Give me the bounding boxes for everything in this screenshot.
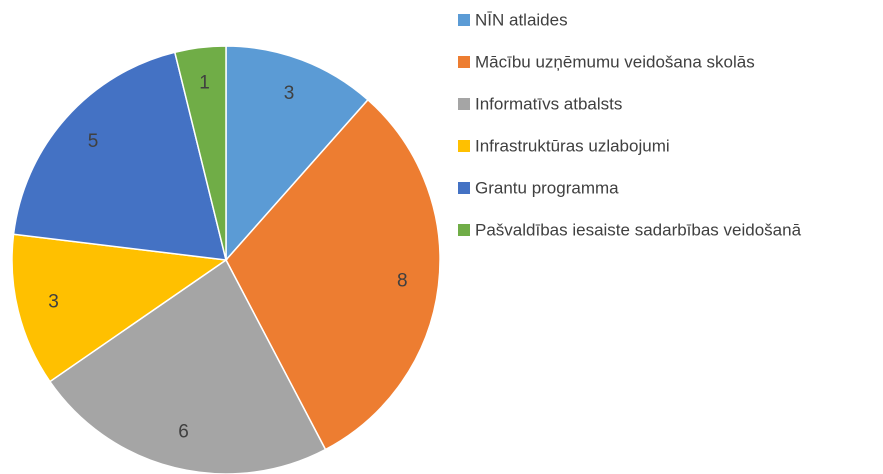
legend-swatch: [458, 140, 470, 152]
legend-label: Infrastruktūras uzlabojumi: [475, 136, 670, 155]
data-label: 5: [88, 131, 99, 152]
data-label: 3: [284, 83, 295, 104]
pie-slice: [48, 258, 327, 474]
data-label: 3: [48, 292, 59, 313]
legend-swatch: [458, 98, 470, 110]
legend-swatch: [458, 56, 470, 68]
legend-label: Pašvaldības iesaiste sadarbības veidošan…: [475, 220, 802, 239]
legend-swatch: [458, 224, 470, 236]
data-label: 1: [199, 73, 210, 94]
pie-slice: [225, 45, 369, 262]
legend-label: Mācību uzņēmumu veidošana skolās: [475, 52, 755, 71]
pie-slice: [173, 45, 227, 261]
legend-label: Grantu programma: [475, 178, 619, 197]
legend-label: Informatīvs atbalsts: [475, 94, 622, 113]
pie-slice: [225, 98, 441, 451]
legend-label: NĪN atlaides: [475, 10, 568, 29]
legend-swatch: [458, 182, 470, 194]
legend-swatch: [458, 14, 470, 26]
pie-slice: [11, 233, 229, 383]
data-label: 6: [178, 421, 189, 442]
data-label: 8: [397, 270, 408, 291]
pie-slice: [12, 51, 227, 261]
